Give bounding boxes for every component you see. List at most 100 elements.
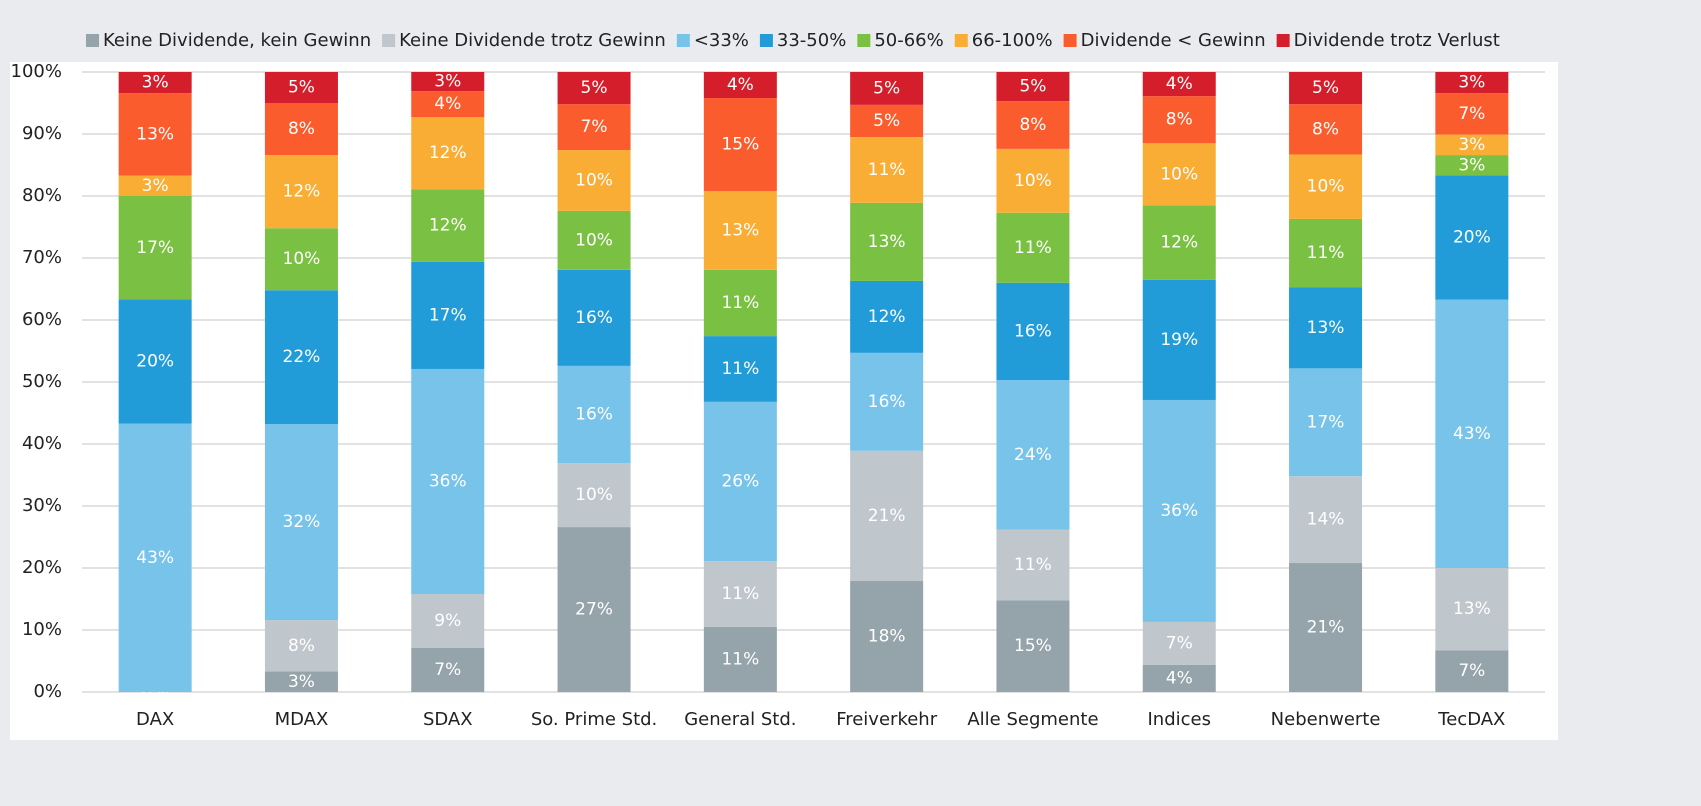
value-label: 43% [1453, 424, 1491, 444]
bar-segment [1435, 650, 1509, 692]
value-label: 12% [868, 307, 906, 327]
bar-segment [850, 137, 924, 203]
bar-segment [264, 228, 338, 291]
value-label: 10% [1307, 177, 1345, 197]
bar-segment [411, 117, 485, 190]
bar-segment [411, 261, 485, 369]
value-label: 10% [575, 230, 613, 250]
bar-segment [557, 104, 631, 151]
bar-segment [1142, 279, 1216, 400]
bar-segment [411, 72, 485, 92]
y-tick-label: 30% [22, 495, 62, 516]
value-label: 9% [434, 611, 461, 631]
value-label: 7% [1458, 104, 1485, 124]
bar-segment [1289, 563, 1363, 692]
bar-segment [411, 91, 485, 118]
value-label: 4% [434, 94, 461, 114]
value-label: 4% [1166, 668, 1193, 688]
legend-swatch [86, 34, 99, 47]
bar-segment [1142, 399, 1216, 622]
value-label: 16% [1014, 321, 1052, 341]
bar-segment [850, 104, 924, 138]
value-label: 19% [1160, 330, 1198, 350]
y-tick-label: 80% [22, 185, 62, 206]
bar-segment [557, 527, 631, 692]
value-label: 3% [434, 72, 461, 92]
bar-segment [411, 594, 485, 648]
y-tick-label: 0% [33, 681, 62, 702]
bar-segment [703, 626, 777, 692]
x-tick-label: Alle Segmente [967, 709, 1098, 730]
bar-segment [264, 424, 338, 621]
value-label: 24% [1014, 445, 1052, 465]
bar-segment [996, 72, 1070, 102]
bar-segment [703, 269, 777, 337]
bar-segment [1142, 664, 1216, 692]
bar-segment [703, 336, 777, 402]
value-label: 4% [727, 75, 754, 95]
value-label: 26% [721, 472, 759, 492]
bar-segment [703, 191, 777, 270]
value-label: 10% [575, 171, 613, 191]
bar-segment [1435, 175, 1509, 300]
value-label: 13% [1453, 599, 1491, 619]
bar-segment [996, 148, 1070, 213]
chart: 0%10%20%30%40%50%60%70%80%90%100%DAX0%43… [10, 30, 1558, 740]
value-label: 5% [288, 78, 315, 98]
legend-label: 50-66% [874, 30, 943, 51]
value-label: 11% [721, 649, 759, 669]
value-label: 11% [721, 584, 759, 604]
legend-label: 66-100% [972, 30, 1053, 51]
value-label: 7% [581, 117, 608, 137]
bar-segment [850, 352, 924, 451]
y-tick-label: 70% [22, 247, 62, 268]
bar-segment [1289, 72, 1363, 105]
legend-label: Keine Dividende, kein Gewinn [103, 30, 371, 51]
legend-swatch [1063, 34, 1077, 47]
bar-segment [557, 463, 631, 528]
bar-segment [1289, 287, 1363, 369]
value-label: 17% [1307, 412, 1345, 432]
bar-segment [1435, 299, 1509, 568]
bar-segment [703, 401, 777, 562]
bar-segment [1435, 72, 1509, 94]
value-label: 8% [288, 119, 315, 139]
y-tick-label: 20% [22, 557, 62, 578]
bar-segment [850, 280, 924, 353]
legend-label: Dividende trotz Verlust [1294, 30, 1500, 51]
value-label: 10% [575, 485, 613, 505]
legend-label: 33-50% [777, 30, 846, 51]
bar-segment [1142, 96, 1216, 144]
bar-segment [264, 671, 338, 692]
value-label: 13% [868, 232, 906, 252]
value-label: 32% [283, 512, 321, 532]
bar-segment [411, 368, 485, 595]
bar-segment [996, 600, 1070, 692]
y-tick-label: 10% [22, 619, 62, 640]
bar-segment [118, 72, 192, 94]
bar-segment [264, 103, 338, 156]
legend-swatch [676, 34, 690, 47]
value-label: 21% [1307, 618, 1345, 638]
x-tick-label: TecDAX [1437, 709, 1505, 730]
value-label: 17% [429, 305, 467, 325]
bar-segment [850, 581, 924, 692]
value-label: 7% [1458, 661, 1485, 681]
y-tick-label: 50% [22, 371, 62, 392]
bar-segment [1289, 104, 1363, 155]
bar-segment [1435, 568, 1509, 651]
y-tick-label: 90% [22, 123, 62, 144]
bar-segment [996, 282, 1070, 381]
bar-segment [557, 269, 631, 366]
value-label: 5% [873, 111, 900, 131]
value-label: 17% [136, 238, 174, 258]
value-label: 3% [1458, 155, 1485, 175]
legend-label: Keine Dividende trotz Gewinn [399, 30, 666, 51]
bar-segment [1435, 93, 1509, 135]
bar-segment [264, 620, 338, 672]
bar-segment [703, 98, 777, 192]
bar-segment [1142, 621, 1216, 665]
bar-segment [557, 210, 631, 270]
value-label: 10% [283, 249, 321, 269]
x-tick-label: SDAX [423, 709, 473, 730]
